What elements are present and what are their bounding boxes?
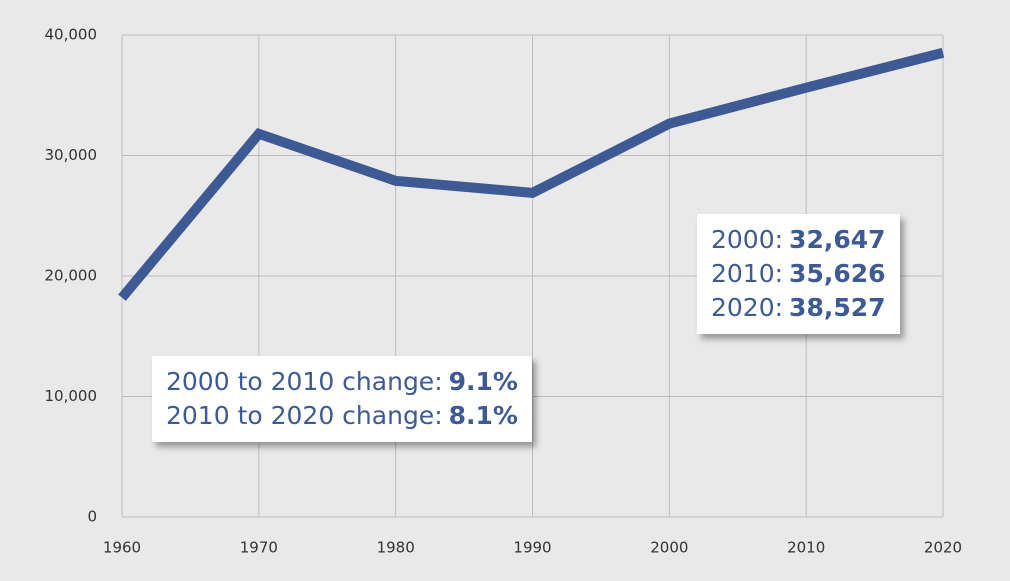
annotation-line: 2020: 38,527 bbox=[711, 291, 886, 325]
data-line bbox=[118, 47, 945, 301]
x-tick-label: 1970 bbox=[240, 539, 278, 557]
annotation-box: 2000: 32,647 2010: 35,626 2020: 38,527 bbox=[697, 214, 900, 334]
annotation-label: 2010: bbox=[711, 259, 784, 288]
annotation-label: 2000: bbox=[711, 225, 784, 254]
annotation-value: 38,527 bbox=[789, 293, 886, 322]
x-tick-label: 2020 bbox=[924, 539, 962, 557]
y-tick-label: 0 bbox=[87, 508, 97, 526]
x-tick-label: 1980 bbox=[377, 539, 415, 557]
annotation-line: 2010: 35,626 bbox=[711, 257, 886, 291]
annotation-label: 2020: bbox=[711, 293, 784, 322]
x-tick-label: 1960 bbox=[103, 539, 141, 557]
x-tick-label: 1990 bbox=[513, 539, 551, 557]
x-tick-label: 2000 bbox=[650, 539, 688, 557]
y-tick-label: 20,000 bbox=[45, 267, 98, 285]
y-tick-label: 30,000 bbox=[45, 146, 98, 164]
annotation-label: 2010 to 2020 change: bbox=[166, 401, 443, 430]
annotation-value: 9.1% bbox=[448, 367, 518, 396]
annotation-label: 2000 to 2010 change: bbox=[166, 367, 443, 396]
y-tick-label: 10,000 bbox=[45, 387, 98, 405]
annotation-value: 35,626 bbox=[789, 259, 886, 288]
annotation-line: 2010 to 2020 change: 8.1% bbox=[166, 399, 518, 433]
x-tick-label: 2010 bbox=[787, 539, 825, 557]
annotation-line: 2000: 32,647 bbox=[711, 223, 886, 257]
annotation-value: 32,647 bbox=[789, 225, 886, 254]
y-tick-label: 40,000 bbox=[45, 26, 98, 44]
annotation-value: 8.1% bbox=[448, 401, 518, 430]
annotation-box: 2000 to 2010 change: 9.1% 2010 to 2020 cha… bbox=[152, 356, 532, 442]
annotation-line: 2000 to 2010 change: 9.1% bbox=[166, 365, 518, 399]
